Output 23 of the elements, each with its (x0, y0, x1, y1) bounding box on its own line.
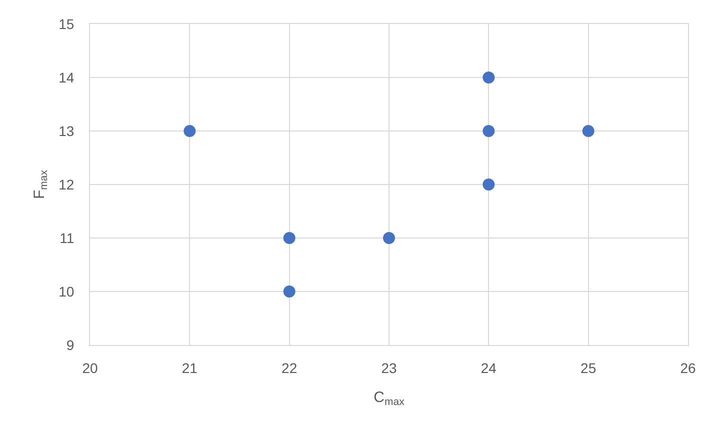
x-axis-title: C$_{max}$ (374, 388, 406, 408)
x-tick-label: 22 (282, 360, 298, 376)
y-tick-label: 12 (58, 176, 74, 192)
point (283, 286, 296, 298)
y-tick-label: 15 (58, 16, 74, 32)
y-tick-label: 11 (60, 230, 74, 246)
y-tick-label: 13 (58, 122, 74, 139)
x-tick-label: 26 (680, 360, 696, 376)
point (582, 125, 594, 137)
x-tick-label: 20 (82, 360, 98, 376)
point (383, 232, 395, 244)
x-tick-label: 21 (182, 360, 198, 376)
point (482, 72, 495, 84)
x-tick-label: 24 (480, 360, 497, 376)
point (184, 125, 196, 137)
y-tick-label: 10 (58, 283, 74, 300)
y-tick-label: 9 (66, 336, 74, 353)
point (482, 125, 495, 137)
point (283, 232, 296, 244)
y-tick-label: 14 (58, 69, 74, 86)
point (482, 178, 495, 190)
x-tick-label: 23 (381, 360, 397, 376)
x-tick-label: 25 (580, 360, 596, 376)
